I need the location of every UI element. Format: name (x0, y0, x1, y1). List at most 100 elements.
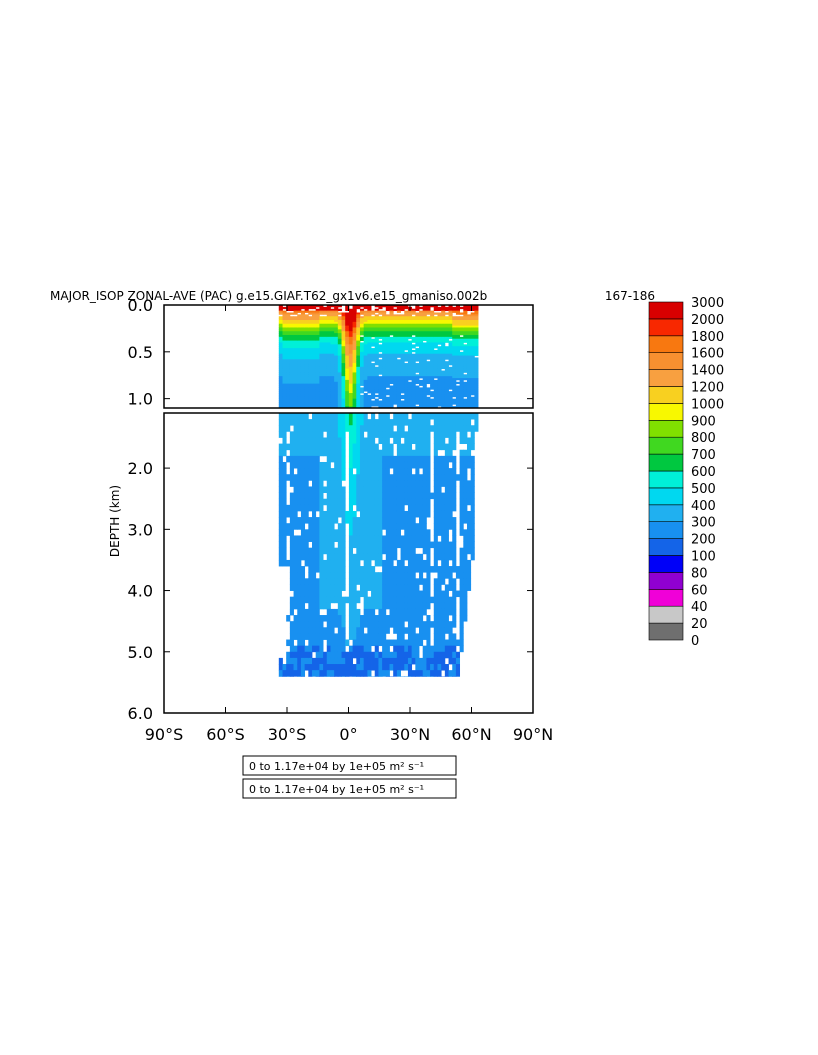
field-cell (422, 359, 427, 362)
field-cell (466, 327, 472, 330)
field-cell (345, 321, 350, 325)
field-cell (341, 372, 346, 375)
field-cell (426, 413, 431, 420)
field-cell (444, 312, 449, 315)
field-cell (367, 366, 372, 370)
field-cell (319, 398, 324, 401)
field-cell (396, 342, 401, 345)
field-cell (422, 468, 427, 475)
field-cell (341, 318, 346, 321)
field-cell (437, 437, 442, 445)
field-cell (297, 602, 302, 610)
field-cell (308, 492, 313, 500)
field-cell (315, 379, 320, 383)
field-cell (419, 359, 424, 362)
field-cell (367, 319, 372, 323)
field-cell (459, 378, 464, 381)
field-cell (378, 305, 383, 308)
field-cell (441, 318, 446, 321)
field-cell (330, 535, 335, 542)
field-cell (371, 474, 376, 481)
field-cell (378, 323, 383, 326)
field-cell (289, 443, 294, 451)
field-cell (396, 336, 401, 340)
field-cell (422, 437, 427, 445)
field-cell (470, 398, 475, 401)
field-cell (374, 455, 379, 463)
field-cell (448, 492, 453, 500)
field-cell (448, 366, 453, 370)
field-cell (385, 402, 390, 405)
field-cell (289, 378, 294, 381)
field-cell (396, 510, 401, 518)
field-cell (452, 657, 457, 665)
field-cell (441, 351, 446, 355)
field-cell (278, 344, 283, 347)
field-cell (326, 437, 331, 445)
field-cell (407, 336, 413, 340)
field-cell (341, 645, 346, 653)
field-cell (393, 596, 398, 604)
field-cell (326, 334, 331, 338)
field-cell (352, 393, 357, 396)
field-cell (341, 486, 346, 493)
field-cell (378, 312, 383, 315)
field-cell (293, 381, 298, 385)
field-cell (463, 517, 468, 524)
field-cell (433, 351, 438, 355)
field-cell (378, 402, 383, 405)
field-cell (286, 394, 291, 398)
field-cell (297, 364, 302, 368)
field-cell (289, 355, 294, 358)
field-cell (323, 383, 328, 386)
field-cell (282, 541, 287, 549)
field-cell (470, 372, 475, 375)
field-cell (304, 431, 309, 438)
field-cell (441, 474, 446, 481)
field-cell (352, 590, 357, 598)
field-cell (422, 391, 427, 394)
field-cell (415, 402, 420, 405)
field-cell (319, 344, 324, 347)
field-cell (367, 572, 372, 579)
field-cell (474, 387, 479, 390)
field-cell (304, 321, 309, 325)
field-cell (393, 608, 398, 616)
field-cell (470, 359, 475, 362)
field-cell (278, 664, 283, 671)
field-cell (304, 361, 309, 364)
field-cell (441, 346, 446, 349)
field-cell (411, 374, 416, 377)
field-cell (334, 338, 339, 341)
field-cell (404, 437, 409, 445)
field-cell (334, 486, 339, 493)
field-cell (459, 621, 464, 628)
field-cell (404, 393, 409, 396)
field-cell (385, 474, 390, 481)
field-cell (389, 391, 394, 394)
field-cell (400, 566, 405, 573)
field-cell (359, 615, 365, 622)
field-cell (289, 584, 294, 591)
field-cell (374, 357, 379, 360)
field-cell (400, 425, 405, 432)
field-cell (315, 404, 320, 407)
field-cell (293, 361, 298, 364)
field-cell (304, 351, 309, 355)
field-cell (293, 474, 298, 481)
field-cell (433, 333, 438, 336)
field-cell (441, 400, 446, 403)
field-cell (371, 578, 376, 585)
field-cell (441, 437, 446, 445)
field-cell (289, 353, 294, 356)
colorbar-swatch (648, 436, 684, 455)
field-cell (352, 333, 357, 336)
field-cell (407, 449, 413, 457)
field-cell (341, 402, 346, 405)
field-cell (415, 510, 420, 518)
field-cell (466, 413, 472, 420)
field-cell (407, 657, 413, 665)
field-cell (300, 602, 306, 610)
field-cell (312, 318, 317, 321)
field-cell (444, 651, 449, 659)
